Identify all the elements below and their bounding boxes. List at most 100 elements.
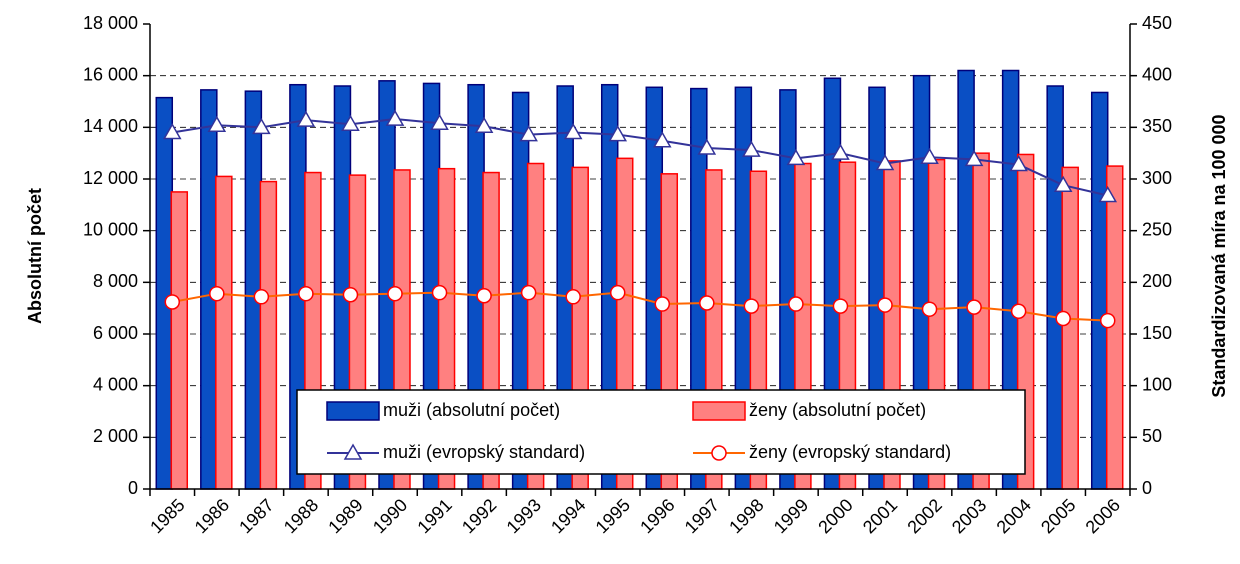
marker <box>832 298 849 314</box>
y2-axis-title: Standardizovaná míra na 100 000 <box>1209 114 1229 397</box>
x-tick-label: 1988 <box>280 495 322 537</box>
y-tick-label: 18 000 <box>83 13 138 33</box>
legend-box <box>296 389 1026 475</box>
legend-swatch <box>326 401 380 421</box>
y-axis-title: Absolutní počet <box>25 188 45 324</box>
legend-label: ženy (absolutní počet) <box>749 400 926 420</box>
y2-tick-label: 350 <box>1142 116 1172 136</box>
marker <box>742 140 761 157</box>
y2-tick-label: 400 <box>1142 64 1172 84</box>
marker <box>209 285 225 302</box>
legend-label: muži (evropský standard) <box>383 442 585 462</box>
marker <box>877 297 893 313</box>
bar <box>1046 85 1064 490</box>
bar <box>1090 91 1109 490</box>
marker <box>788 296 804 312</box>
marker <box>563 122 583 140</box>
y-tick-label: 16 000 <box>83 64 138 84</box>
marker <box>966 299 982 315</box>
y-tick-label: 2 000 <box>93 426 138 446</box>
bar <box>259 180 278 490</box>
x-tick-label: 2006 <box>1082 495 1124 537</box>
line <box>172 291 1108 322</box>
marker <box>387 285 403 302</box>
y2-tick-label: 150 <box>1142 323 1172 343</box>
marker <box>875 153 895 171</box>
marker <box>341 114 360 131</box>
marker <box>697 138 717 155</box>
marker <box>1010 303 1027 320</box>
x-tick-label: 2004 <box>993 495 1035 537</box>
marker <box>699 295 715 311</box>
marker <box>476 288 492 304</box>
legend-label: ženy (evropský standard) <box>749 442 951 462</box>
legend: muži (absolutní počet) ženy (absolutní po… <box>296 389 1026 475</box>
legend-marker <box>343 443 363 460</box>
legend-label: muži (absolutní počet) <box>383 400 560 420</box>
y2-tick-label: 300 <box>1142 168 1172 188</box>
x-tick-label: 1986 <box>191 495 233 537</box>
x-tick-label: 1990 <box>369 495 411 537</box>
x-tick-label: 2005 <box>1037 495 1079 537</box>
legend-marker <box>711 445 727 461</box>
x-tick-label: 1996 <box>636 495 678 537</box>
x-tick-label: 1987 <box>235 495 277 537</box>
marker <box>921 301 938 317</box>
y-tick-label: 0 <box>128 478 138 498</box>
x-tick-label: 2000 <box>814 495 856 537</box>
marker <box>609 284 626 301</box>
marker <box>430 113 449 130</box>
y-tick-label: 10 000 <box>83 219 138 239</box>
marker <box>1009 155 1028 172</box>
x-tick-label: 2002 <box>903 495 945 537</box>
x-tick-label: 2003 <box>948 495 990 537</box>
x-tick-label: 1995 <box>592 495 634 537</box>
x-tick-label: 1993 <box>503 495 545 537</box>
marker <box>652 131 672 148</box>
marker <box>964 149 984 167</box>
x-tick-label: 1999 <box>770 495 812 537</box>
y2-tick-label: 450 <box>1142 13 1172 33</box>
marker <box>385 109 405 126</box>
marker <box>786 148 806 166</box>
marker <box>520 284 537 301</box>
bar <box>155 96 174 490</box>
x-tick-label: 1994 <box>547 495 589 537</box>
y-tick-label: 14 000 <box>83 116 138 136</box>
marker <box>519 125 538 142</box>
marker <box>162 122 182 140</box>
y-tick-label: 4 000 <box>93 374 138 394</box>
marker <box>253 289 270 305</box>
y-tick-label: 12 000 <box>83 168 138 188</box>
marker <box>342 286 359 303</box>
bar <box>215 175 233 490</box>
marker <box>654 296 671 312</box>
marker <box>608 125 628 142</box>
line <box>172 118 1108 197</box>
y2-tick-label: 250 <box>1142 219 1172 239</box>
x-tick-label: 1998 <box>725 495 767 537</box>
x-tick-label: 1991 <box>413 495 455 537</box>
legend-swatch <box>692 401 746 421</box>
y2-tick-label: 200 <box>1142 271 1172 291</box>
marker <box>1099 312 1116 329</box>
x-tick-label: 1985 <box>146 495 188 537</box>
y2-tick-label: 0 <box>1142 478 1152 498</box>
x-tick-label: 1992 <box>458 495 500 537</box>
marker <box>298 285 314 302</box>
marker <box>920 147 939 165</box>
bar <box>1061 166 1079 490</box>
x-tick-label: 2001 <box>859 495 901 537</box>
marker <box>252 117 271 135</box>
marker <box>296 110 316 127</box>
y-tick-label: 8 000 <box>93 271 138 291</box>
marker <box>743 298 760 314</box>
marker <box>831 143 850 160</box>
marker <box>474 116 494 134</box>
marker <box>1053 175 1073 192</box>
bar <box>170 191 189 490</box>
x-tick-label: 1989 <box>324 495 366 537</box>
x-tick-label: 1997 <box>681 495 723 537</box>
y2-tick-label: 100 <box>1142 374 1172 394</box>
